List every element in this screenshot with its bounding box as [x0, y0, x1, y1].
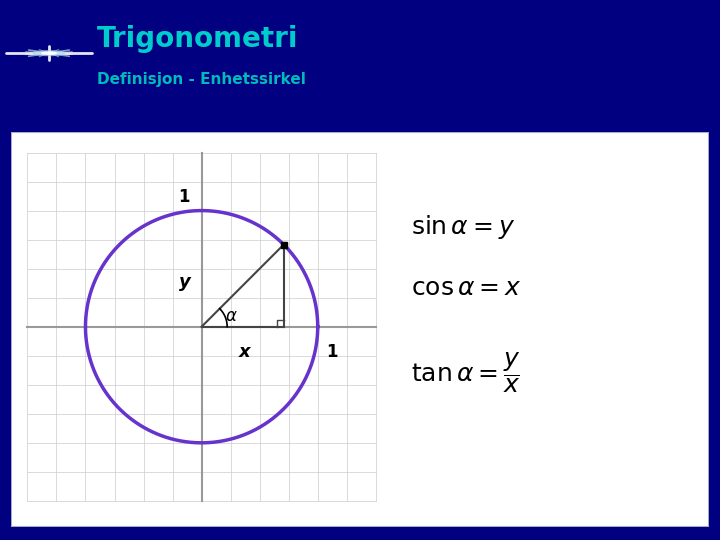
Text: 1: 1: [179, 188, 190, 206]
Text: α: α: [225, 307, 236, 325]
Text: 1: 1: [326, 343, 338, 361]
Circle shape: [33, 51, 65, 56]
Text: Definisjon - Enhetssirkel: Definisjon - Enhetssirkel: [97, 72, 306, 87]
Text: x: x: [238, 343, 250, 361]
Text: $\sin\alpha = y$: $\sin\alpha = y$: [412, 213, 516, 241]
Text: Trigonometri: Trigonometri: [97, 25, 299, 53]
Text: $\cos\alpha = x$: $\cos\alpha = x$: [412, 277, 522, 300]
Text: $\tan\alpha = \dfrac{y}{x}$: $\tan\alpha = \dfrac{y}{x}$: [412, 350, 521, 395]
Circle shape: [42, 52, 56, 54]
Text: y: y: [179, 273, 192, 291]
